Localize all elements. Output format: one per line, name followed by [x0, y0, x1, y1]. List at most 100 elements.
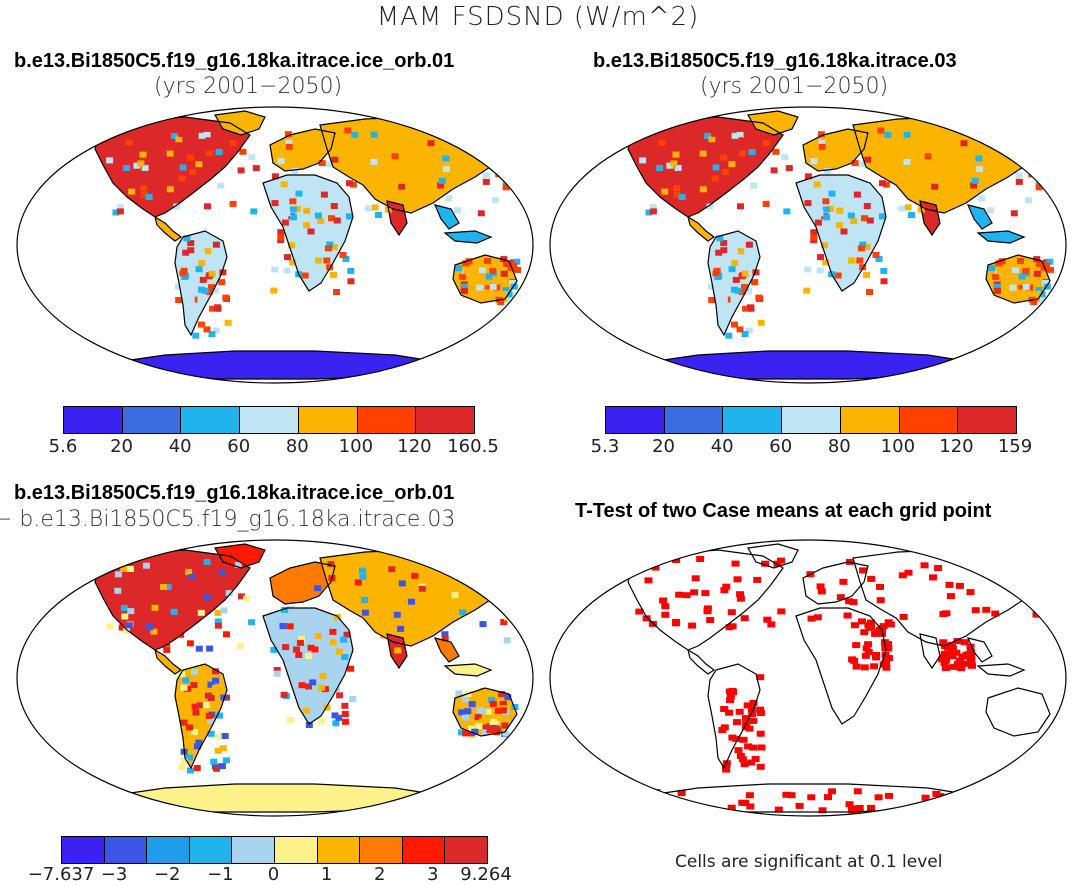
grid-cell [510, 262, 518, 269]
colorbar-swatch [723, 407, 783, 433]
grid-cell [187, 154, 195, 161]
grid-cell [427, 574, 435, 581]
grid-cell [214, 747, 222, 754]
colorbar-swatch [445, 837, 487, 863]
significant-cell [722, 760, 731, 767]
grid-cell [502, 184, 510, 191]
grid-cell [510, 283, 518, 290]
significant-cell [967, 653, 976, 660]
significant-cell [971, 803, 980, 810]
coastline-centralAm [687, 648, 716, 675]
coastline-europe [802, 561, 869, 605]
grid-cell [281, 219, 289, 226]
grid-cell [318, 160, 326, 167]
grid-cell [840, 228, 848, 235]
grid-cell [1014, 134, 1022, 141]
significant-cell [899, 613, 908, 620]
significant-cell [696, 556, 705, 562]
grid-cell [343, 631, 351, 638]
significant-cell [852, 663, 861, 670]
grid-cell [1035, 184, 1043, 191]
colorbar-tick-label: −1 [207, 864, 234, 885]
colorbar-swatch [62, 837, 105, 863]
grid-cell [462, 730, 470, 737]
grid-cell [284, 131, 292, 138]
grid-cell [180, 758, 188, 765]
bottom-right-title: T-Test of two Case means at each grid po… [575, 500, 992, 522]
significant-cell [852, 642, 861, 649]
significant-cell [722, 583, 731, 590]
grid-cell [195, 161, 203, 168]
significant-cell [736, 753, 745, 759]
grid-cell [281, 607, 289, 613]
grid-cell [305, 722, 313, 728]
grid-cell [971, 177, 979, 184]
grid-cell [349, 696, 357, 702]
grid-cell [488, 697, 496, 704]
colorbar-top-right-ticks: 5.3 20 40 60 80 100 120 159 [591, 436, 1033, 458]
grid-cell [866, 217, 874, 224]
colorbar-swatch [782, 407, 841, 433]
grid-cell [731, 321, 738, 328]
significant-cell [941, 657, 950, 664]
colorbar-swatch [104, 837, 148, 863]
grid-cell [658, 139, 666, 146]
grid-cell [674, 164, 682, 171]
grid-cell [296, 639, 304, 646]
coastline-northAmerica [627, 116, 784, 218]
grid-cell [106, 157, 114, 164]
grid-cell [996, 268, 1004, 275]
colorbar-tick-label: 40 [710, 436, 734, 457]
grid-cell [1018, 283, 1026, 290]
significant-cell [749, 744, 758, 751]
coastline-greenland [747, 110, 799, 136]
grid-cell [728, 266, 736, 273]
grid-cell [670, 160, 678, 167]
grid-cell [170, 608, 178, 615]
grid-cell [284, 254, 291, 261]
grid-cell [192, 332, 200, 339]
grid-cell [237, 643, 244, 650]
grid-cell [866, 289, 873, 295]
grid-cell [1036, 261, 1043, 267]
significant-cell [859, 567, 868, 574]
colorbar-tick-label: 1 [320, 864, 333, 885]
colorbar-swatch [958, 407, 1017, 433]
significant-cell [947, 641, 956, 648]
significant-cell [867, 575, 876, 582]
grid-cell [371, 204, 379, 211]
grid-cell [218, 569, 226, 576]
colorbar-tick-label: 3 [427, 864, 439, 885]
grid-cell [288, 242, 296, 249]
grid-cell [502, 267, 510, 274]
grid-cell [817, 254, 824, 261]
grid-cell [370, 158, 378, 165]
grid-cell [732, 276, 740, 283]
coastline-indonesia [976, 230, 1026, 244]
grid-cell [208, 331, 216, 338]
significant-cell [635, 608, 644, 615]
grid-cell [450, 561, 458, 568]
grid-cell [475, 259, 483, 266]
grid-cell [836, 207, 844, 214]
grid-cell [183, 235, 191, 242]
grid-cell [207, 681, 215, 688]
grid-cell [108, 154, 116, 161]
grid-cell [418, 585, 426, 592]
grid-cell [738, 289, 746, 295]
significant-cell [881, 651, 890, 658]
grid-cell [222, 757, 230, 764]
grid-cell [383, 145, 391, 152]
grid-cell [451, 592, 459, 599]
colorbar-tick-label: 120 [939, 436, 974, 457]
grid-cell [206, 645, 214, 652]
grid-cell [121, 613, 129, 620]
significant-cell [748, 711, 757, 718]
grid-cell [219, 269, 227, 276]
grid-cell [291, 168, 299, 174]
grid-cell [822, 259, 830, 266]
grid-cell [482, 723, 489, 730]
significant-cell [848, 807, 857, 814]
grid-cell [375, 212, 382, 218]
grid-cell [505, 297, 513, 304]
